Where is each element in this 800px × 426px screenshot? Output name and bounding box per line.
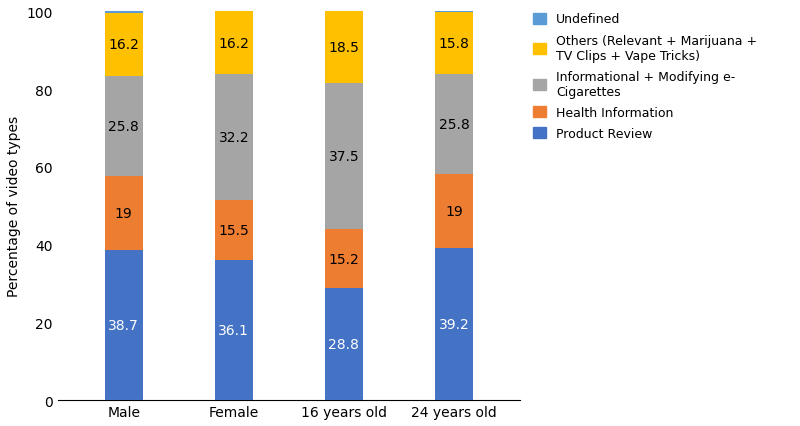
Text: 38.7: 38.7 <box>108 318 139 332</box>
Bar <box>214 200 253 260</box>
Text: 16.2: 16.2 <box>108 38 139 52</box>
Y-axis label: Percentage of video types: Percentage of video types <box>7 116 21 296</box>
Text: 19: 19 <box>445 204 463 219</box>
Text: 28.8: 28.8 <box>329 337 359 351</box>
Bar <box>325 84 363 230</box>
Bar <box>434 12 474 13</box>
Text: 16.2: 16.2 <box>218 37 250 51</box>
Text: 15.8: 15.8 <box>438 37 470 51</box>
Text: 37.5: 37.5 <box>329 150 359 164</box>
Text: 19: 19 <box>115 206 133 220</box>
Bar <box>105 76 143 176</box>
Bar <box>214 12 253 75</box>
Text: 15.5: 15.5 <box>218 223 250 237</box>
Text: 18.5: 18.5 <box>329 41 359 55</box>
Bar <box>105 250 143 400</box>
Bar <box>214 75 253 200</box>
Text: 32.2: 32.2 <box>218 131 249 145</box>
Text: 25.8: 25.8 <box>438 118 470 132</box>
Text: 39.2: 39.2 <box>438 317 470 331</box>
Bar <box>434 75 474 175</box>
Bar <box>325 12 363 84</box>
Bar <box>105 12 143 14</box>
Text: 36.1: 36.1 <box>218 323 250 337</box>
Bar <box>434 248 474 400</box>
Bar <box>434 175 474 248</box>
Bar <box>105 176 143 250</box>
Text: 15.2: 15.2 <box>329 252 359 266</box>
Bar <box>214 260 253 400</box>
Bar <box>325 230 363 288</box>
Legend: Undefined, Others (Relevant + Marijuana +
TV Clips + Vape Tricks), Informational: Undefined, Others (Relevant + Marijuana … <box>531 11 759 143</box>
Bar <box>325 288 363 400</box>
Text: 25.8: 25.8 <box>108 119 139 133</box>
Bar <box>434 13 474 75</box>
Bar <box>105 14 143 76</box>
